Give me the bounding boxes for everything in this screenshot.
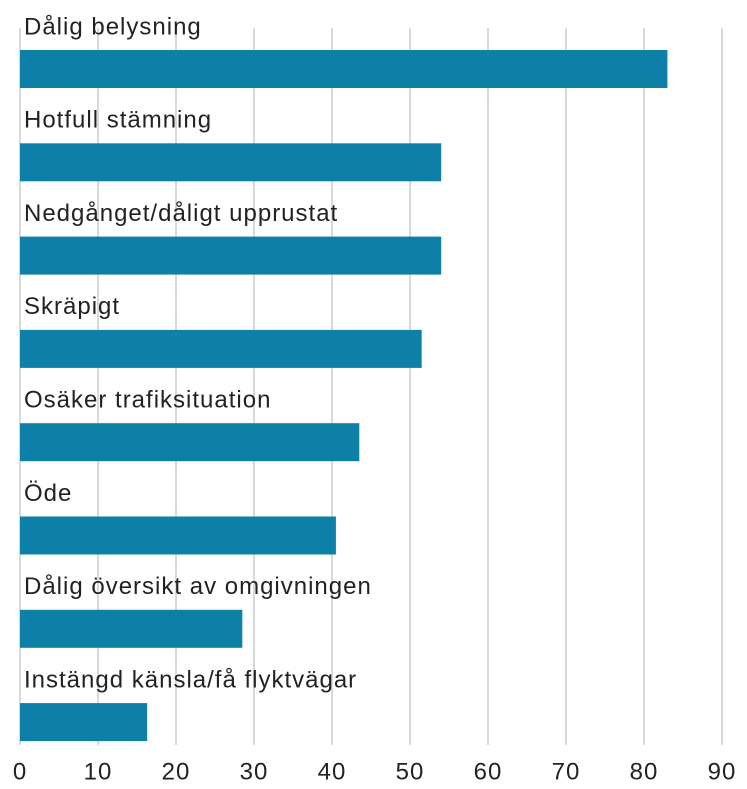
- bar: [20, 703, 148, 742]
- category-label: Nedgånget/dåligt upprustat: [24, 200, 338, 227]
- category-label: Hotfull stämning: [24, 107, 212, 134]
- category-label: Skräpigt: [24, 293, 120, 320]
- category-label: Öde: [24, 480, 72, 507]
- x-tick-label: 60: [474, 758, 503, 785]
- x-tick-label: 20: [162, 758, 191, 785]
- x-tick-label: 80: [630, 758, 659, 785]
- x-tick-label: 0: [13, 758, 27, 785]
- category-label: Instängd känsla/få flyktvägar: [24, 666, 357, 693]
- bar: [20, 143, 442, 182]
- category-label: Osäker trafiksituation: [24, 387, 271, 414]
- bar: [20, 50, 668, 88]
- x-tick-label: 50: [396, 758, 425, 785]
- x-tick-label: 90: [708, 758, 737, 785]
- bar: [20, 329, 422, 368]
- x-tick-label: 10: [84, 758, 113, 785]
- category-label: Dålig belysning: [24, 13, 202, 40]
- category-label: Dålig översikt av omgivningen: [24, 573, 372, 600]
- x-tick-label: 30: [240, 758, 269, 785]
- bar: [20, 423, 360, 462]
- bar: [20, 516, 336, 555]
- bar: [20, 609, 243, 648]
- x-tick-label: 40: [318, 758, 347, 785]
- bar: [20, 236, 442, 275]
- x-tick-label: 70: [552, 758, 581, 785]
